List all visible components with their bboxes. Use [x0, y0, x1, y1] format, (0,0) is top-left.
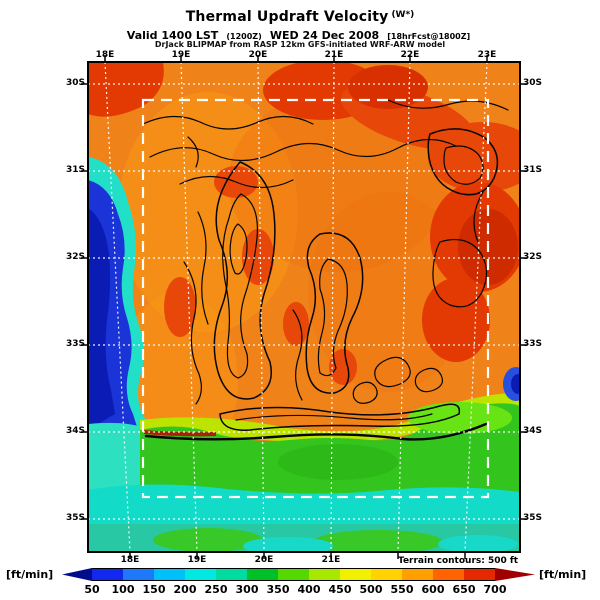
lat-label-left: 35S — [65, 513, 85, 523]
colorbar-segment — [123, 568, 154, 581]
colorbar-tick-label: 150 — [142, 583, 166, 596]
colorbar-segment — [278, 568, 309, 581]
high-lift-regions — [88, 62, 520, 385]
valid-time-line: Valid 1400 LST (1200Z) WED 24 Dec 2008 [… — [0, 24, 600, 43]
lat-label-right: 35S — [523, 513, 543, 523]
east-edge-blue-spot — [503, 367, 520, 401]
lat-label-right: 32S — [523, 252, 543, 262]
colorbar — [62, 568, 535, 581]
terrain-contours-note: Terrain contours: 500 ft — [398, 556, 519, 566]
colorbar-tick-label: 650 — [452, 583, 476, 596]
lon-label-bottom: 18E — [120, 555, 140, 565]
terrain-contour-lines — [142, 99, 509, 441]
lat-label-left: 31S — [65, 165, 85, 175]
lat-label-left: 33S — [65, 339, 85, 349]
colorbar-segment — [340, 568, 371, 581]
colorbar-tick-label: 400 — [297, 583, 321, 596]
axis-ticks — [81, 55, 527, 559]
colorbar-segment — [247, 568, 278, 581]
lon-label-top: 21E — [324, 50, 344, 60]
colorbar-unit-right: [ft/min] — [539, 568, 587, 581]
valid-prefix: Valid 1400 LST — [126, 29, 219, 42]
title-wstar-suffix: (W*) — [391, 10, 415, 20]
lon-label-top: 23E — [477, 50, 497, 60]
title-text: Thermal Updraft Velocity — [185, 9, 389, 25]
colorbar-tick-label: 550 — [390, 583, 414, 596]
south-green-band — [140, 402, 520, 514]
lat-label-right: 33S — [523, 339, 543, 349]
colorbar-segment — [92, 568, 123, 581]
valid-fcst-tag: [18hrFcst@1800Z] — [387, 32, 471, 41]
west-coast-cold-ocean — [88, 180, 138, 456]
colorbar-tick-label: 600 — [421, 583, 445, 596]
colorbar-tick-label: 700 — [483, 583, 507, 596]
lon-label-top: 19E — [171, 50, 191, 60]
colorbar-tick-label: 350 — [266, 583, 290, 596]
colorbar-tick-label: 500 — [359, 583, 383, 596]
colorbar-segment — [185, 568, 216, 581]
yellow-green-transition — [140, 392, 520, 443]
lat-label-right: 31S — [523, 165, 543, 175]
lat-label-right: 30S — [523, 78, 543, 88]
colorbar-segment — [309, 568, 340, 581]
lon-label-bottom: 20E — [254, 555, 274, 565]
colorbar-segment — [433, 568, 464, 581]
colorbar-tick-label: 300 — [235, 583, 259, 596]
lat-label-left: 32S — [65, 252, 85, 262]
colorbar-segment — [464, 568, 495, 581]
valid-date: WED 24 Dec 2008 — [269, 29, 380, 42]
bottom-mixed-band — [88, 524, 520, 552]
lon-label-bottom: 21E — [321, 555, 341, 565]
map-art — [88, 62, 520, 552]
lon-label-top: 22E — [400, 50, 420, 60]
colorbar-tick-label: 100 — [111, 583, 135, 596]
lon-label-top: 20E — [248, 50, 268, 60]
colorbar-segment — [62, 568, 92, 581]
lon-label-top: 18E — [95, 50, 115, 60]
valid-zulu: (1200Z) — [226, 32, 262, 41]
colorbar-segment — [216, 568, 247, 581]
colorbar-tick-label: 250 — [204, 583, 228, 596]
domain-boundary-dashed — [141, 98, 490, 499]
lat-label-right: 34S — [523, 426, 543, 436]
chart-title: Thermal Updraft Velocity (W*) — [0, 6, 600, 25]
colorbar-segment — [495, 568, 535, 581]
colorbar-segment — [371, 568, 402, 581]
colorbar-tick-label: 50 — [84, 583, 100, 596]
colorbar-segment — [402, 568, 433, 581]
lon-label-bottom: 19E — [187, 555, 207, 565]
lat-label-left: 34S — [65, 426, 85, 436]
lat-label-left: 30S — [65, 78, 85, 88]
coastline-red-mark — [143, 430, 217, 437]
colorbar-segment — [154, 568, 185, 581]
colorbar-tick-label: 200 — [173, 583, 197, 596]
colorbar-unit-left: [ft/min] — [6, 568, 54, 581]
colorbar-tick-label: 450 — [328, 583, 352, 596]
model-source-line: DrJack BLIPMAP from RASP 12km GFS-initia… — [154, 40, 446, 49]
map-border — [87, 61, 521, 553]
lat-lon-grid-lines — [88, 62, 520, 552]
